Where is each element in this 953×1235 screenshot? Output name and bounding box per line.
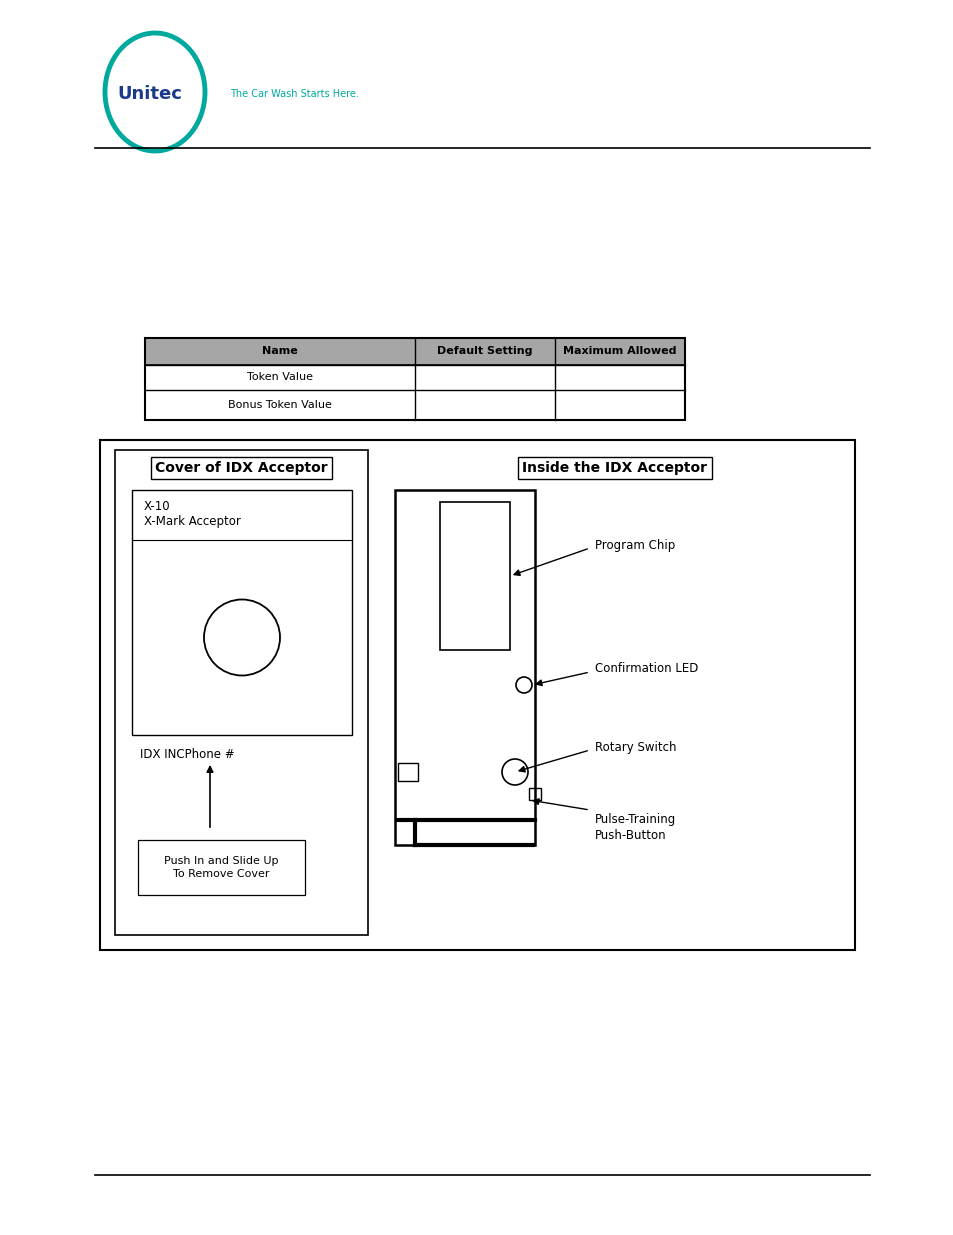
Text: Inside the IDX Acceptor: Inside the IDX Acceptor: [522, 461, 707, 475]
Text: Name: Name: [262, 347, 297, 357]
Bar: [115, 450, 368, 935]
Bar: [439, 501, 510, 650]
Text: Default Setting: Default Setting: [436, 347, 532, 357]
Text: X-10: X-10: [144, 500, 171, 514]
Text: Program Chip: Program Chip: [595, 538, 675, 552]
Bar: [397, 763, 417, 781]
Text: Push In and Slide Up
To Remove Cover: Push In and Slide Up To Remove Cover: [164, 856, 278, 879]
Bar: [132, 490, 352, 735]
Text: Pulse-Training
Push-Button: Pulse-Training Push-Button: [595, 813, 676, 842]
Text: X-Mark Acceptor: X-Mark Acceptor: [144, 515, 240, 529]
Bar: [138, 840, 305, 895]
Text: Token Value: Token Value: [247, 373, 313, 383]
Text: The Car Wash Starts Here.: The Car Wash Starts Here.: [230, 89, 358, 99]
Text: Cover of IDX Acceptor: Cover of IDX Acceptor: [155, 461, 328, 475]
Bar: [529, 788, 540, 800]
Text: IDX INCPhone #: IDX INCPhone #: [140, 748, 234, 762]
Text: Rotary Switch: Rotary Switch: [595, 741, 676, 753]
Bar: [395, 490, 535, 845]
Text: Maximum Allowed: Maximum Allowed: [562, 347, 676, 357]
Text: Bonus Token Value: Bonus Token Value: [228, 400, 332, 410]
Bar: [100, 440, 854, 950]
Text: Unitec: Unitec: [117, 85, 182, 103]
Text: Confirmation LED: Confirmation LED: [595, 662, 698, 676]
Bar: [145, 338, 684, 366]
Bar: [145, 338, 684, 420]
